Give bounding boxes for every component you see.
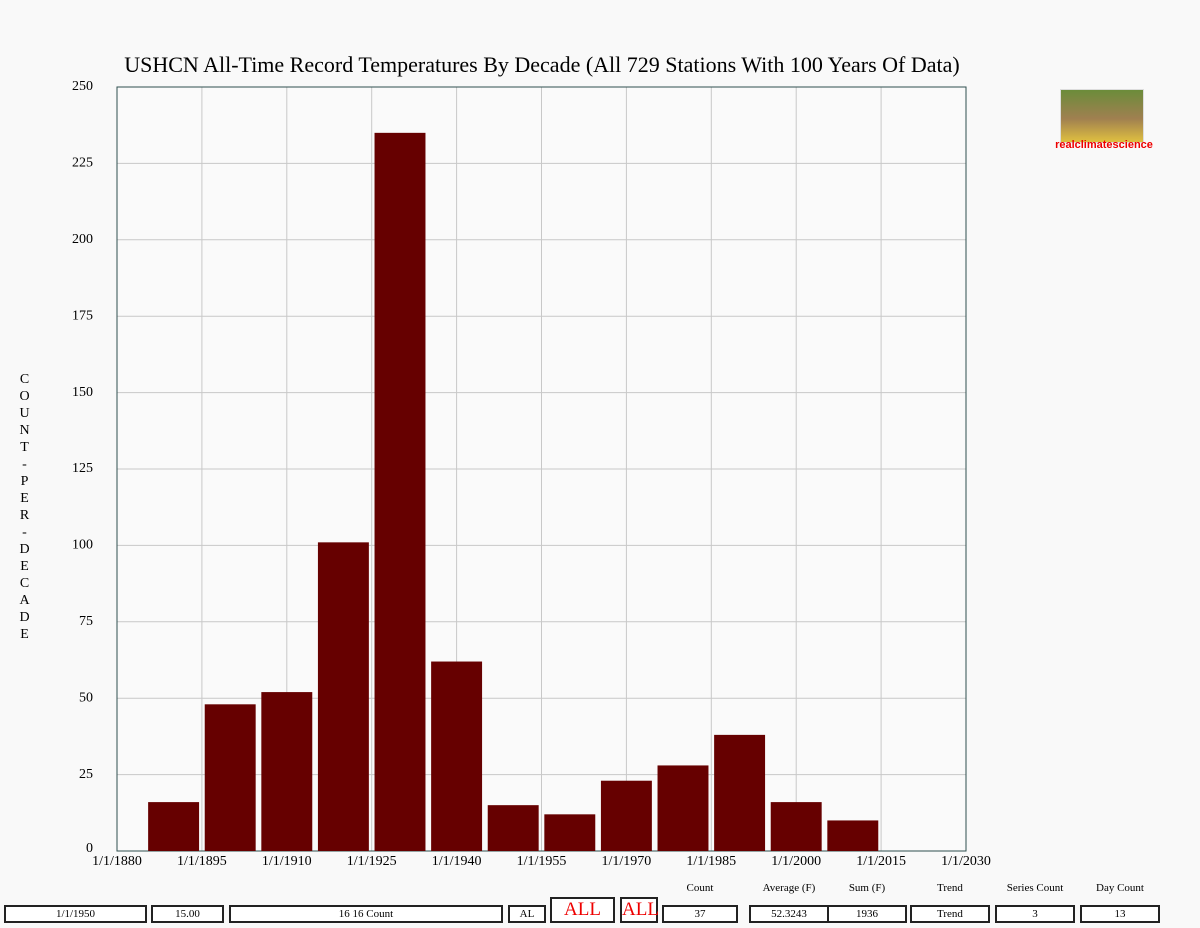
stat-value: 3 — [995, 905, 1075, 923]
y-tick-label: 125 — [72, 461, 93, 476]
bar — [487, 805, 539, 851]
y-tick-label: 0 — [86, 841, 93, 856]
stat-value: Trend — [910, 905, 990, 923]
interval-input[interactable]: 15.00 — [151, 905, 224, 923]
series-input[interactable]: 16 16 Count — [229, 905, 503, 923]
stat-label: Count — [686, 882, 714, 894]
bar — [317, 542, 369, 851]
bar — [261, 692, 313, 851]
bar — [770, 802, 822, 851]
all-button[interactable]: ALL — [620, 897, 659, 923]
plot-border — [116, 86, 967, 852]
x-tick-label: 1/1/2000 — [771, 854, 821, 869]
logo-image[interactable] — [1060, 89, 1144, 143]
x-tick-label: 1/1/2030 — [941, 854, 991, 869]
y-tick-label: 75 — [79, 614, 93, 629]
date-input[interactable]: 1/1/1950 — [4, 905, 147, 923]
stat-value: 1936 — [827, 905, 907, 923]
x-tick-label: 1/1/1955 — [517, 854, 567, 869]
x-tick-label: 1/1/1910 — [262, 854, 312, 869]
y-tick-label: 225 — [72, 156, 93, 171]
bar — [544, 814, 596, 851]
stat-value: 37 — [662, 905, 738, 923]
x-tick-label: 1/1/1895 — [177, 854, 227, 869]
x-tick-label: 1/1/1925 — [347, 854, 397, 869]
y-tick-label: 50 — [79, 690, 93, 705]
stat-label: Trend — [937, 882, 963, 894]
all-button[interactable]: ALL — [550, 897, 615, 923]
logo-text[interactable]: realclimatescience — [1055, 139, 1153, 151]
x-tick-label: 1/1/1970 — [602, 854, 652, 869]
stat-label: Sum (F) — [848, 882, 886, 894]
y-tick-label: 150 — [72, 385, 93, 400]
stat-value: 13 — [1080, 905, 1160, 923]
bar — [827, 820, 879, 851]
bar — [374, 132, 426, 852]
x-tick-label: 1/1/1940 — [432, 854, 482, 869]
y-tick-label: 100 — [72, 538, 93, 553]
y-tick-label: 250 — [72, 79, 93, 94]
bar — [600, 780, 652, 851]
bar — [431, 661, 483, 851]
bar — [657, 765, 709, 851]
stat-label: Series Count — [1006, 882, 1064, 894]
y-tick-label: 200 — [72, 232, 93, 247]
stat-label: Day Count — [1096, 882, 1144, 894]
stat-value: 52.3243 — [749, 905, 829, 923]
y-tick-label: 175 — [72, 308, 93, 323]
bar — [714, 734, 766, 851]
y-axis-label: COUNT-PER-DECADE — [17, 372, 32, 644]
state-input[interactable]: AL — [508, 905, 546, 923]
y-tick-label: 25 — [79, 767, 93, 782]
bar — [204, 704, 256, 851]
bar — [148, 802, 200, 851]
x-tick-label: 1/1/2015 — [856, 854, 906, 869]
stat-label: Average (F) — [762, 882, 816, 894]
x-tick-label: 1/1/1880 — [92, 854, 142, 869]
chart-title: USHCN All-Time Record Temperatures By De… — [124, 52, 960, 77]
x-tick-label: 1/1/1985 — [686, 854, 736, 869]
